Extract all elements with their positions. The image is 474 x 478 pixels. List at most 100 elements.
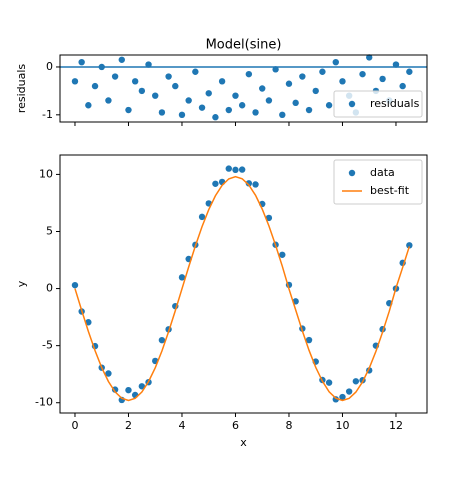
legend-swatch <box>348 169 356 177</box>
y-tick-label: 5 <box>46 224 53 237</box>
point <box>178 111 186 119</box>
point <box>158 109 166 116</box>
point <box>325 379 333 386</box>
point <box>332 58 339 66</box>
point <box>71 78 79 85</box>
point <box>238 102 246 109</box>
point <box>339 393 346 401</box>
x-tick-label: 4 <box>178 419 185 432</box>
point <box>406 68 413 75</box>
point <box>71 281 79 289</box>
point <box>245 70 253 78</box>
point <box>225 165 232 172</box>
point <box>131 78 139 85</box>
point <box>399 82 406 90</box>
point <box>252 181 259 188</box>
axes-frame <box>59 54 428 123</box>
point <box>125 386 132 394</box>
point <box>339 78 346 85</box>
point <box>232 166 239 174</box>
y-tick-label: -1 <box>42 108 53 121</box>
x-tick-label: 10 <box>335 419 349 432</box>
y-tick-label: 10 <box>39 167 53 180</box>
point <box>192 68 199 75</box>
point <box>91 82 99 90</box>
point <box>111 73 119 80</box>
legend-label: residuals <box>370 97 420 110</box>
x-tick-label: 0 <box>71 419 78 432</box>
point <box>245 180 253 187</box>
point <box>198 104 206 111</box>
x-axis-label: x <box>240 436 247 449</box>
point <box>212 114 219 121</box>
point <box>111 386 119 393</box>
point <box>379 75 386 83</box>
y-tick-label: 0 <box>46 60 53 73</box>
legend-box <box>333 90 423 118</box>
point <box>359 70 366 78</box>
point <box>352 378 360 385</box>
legend-box <box>333 159 423 205</box>
legend-label: best-fit <box>370 184 410 197</box>
point <box>158 336 166 344</box>
point <box>319 68 326 75</box>
point <box>198 213 206 221</box>
point <box>312 87 319 95</box>
y-axis-label: residuals <box>15 64 28 114</box>
point <box>292 99 299 107</box>
point <box>138 87 146 95</box>
point <box>305 106 313 114</box>
point <box>252 109 259 116</box>
point <box>332 396 339 403</box>
point <box>212 180 219 187</box>
point <box>152 92 159 99</box>
point <box>265 214 273 222</box>
point <box>285 80 293 87</box>
point <box>238 166 246 173</box>
point <box>138 383 146 390</box>
point <box>305 336 313 344</box>
legend-swatch <box>348 100 356 108</box>
x-tick-label: 6 <box>232 419 239 432</box>
point <box>185 97 192 104</box>
point <box>205 90 212 97</box>
x-tick-label: 12 <box>389 419 403 432</box>
y-tick-label: -10 <box>35 396 53 409</box>
point <box>279 251 286 258</box>
point <box>232 92 239 99</box>
x-tick-label: 8 <box>285 419 292 432</box>
point <box>105 370 112 377</box>
point <box>265 97 273 104</box>
axes-frame <box>59 154 428 414</box>
point <box>125 106 132 114</box>
point <box>105 97 112 104</box>
point <box>145 61 152 68</box>
point <box>218 78 226 85</box>
point <box>165 73 172 80</box>
point <box>118 56 125 63</box>
x-tick-label: 2 <box>125 419 132 432</box>
point <box>98 63 105 71</box>
point <box>345 388 353 395</box>
point <box>178 274 186 281</box>
point <box>325 102 333 109</box>
point <box>366 54 373 61</box>
y-tick-label: 0 <box>46 282 53 295</box>
point <box>172 82 179 90</box>
point <box>85 319 92 326</box>
point <box>259 85 266 92</box>
chart-title: Model(sine) <box>206 38 282 53</box>
y-axis-label: y <box>15 280 28 287</box>
point <box>299 73 306 80</box>
fit-line <box>74 175 411 402</box>
point <box>78 58 85 66</box>
point <box>225 106 232 114</box>
legend-label: data <box>370 166 395 179</box>
y-tick-label: -5 <box>42 339 53 352</box>
point <box>272 66 279 73</box>
point <box>279 111 286 119</box>
point <box>392 61 400 68</box>
point <box>406 242 413 249</box>
point <box>85 102 92 109</box>
